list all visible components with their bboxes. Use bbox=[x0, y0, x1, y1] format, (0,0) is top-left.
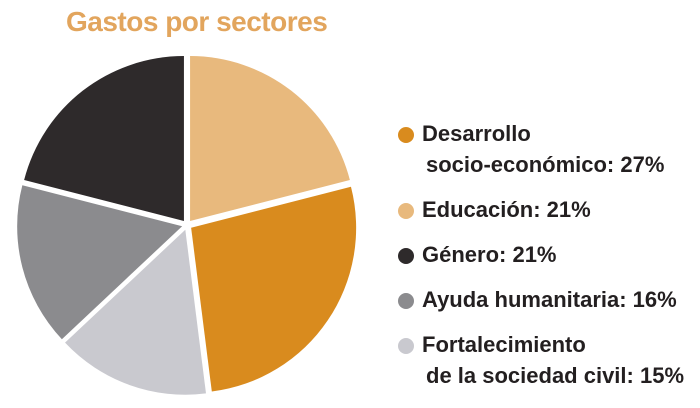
legend-label: Desarrollo socio-económico: 27% bbox=[422, 118, 664, 180]
legend-item: Ayuda humanitaria: 16% bbox=[398, 284, 698, 315]
legend-label-line: Educación: 21% bbox=[422, 197, 591, 222]
legend-swatch bbox=[398, 127, 414, 143]
chart-title: Gastos por sectores bbox=[66, 6, 328, 37]
legend-item: Educación: 21% bbox=[398, 194, 698, 225]
pie-slice-2 bbox=[24, 56, 184, 222]
pie-slice-3 bbox=[17, 185, 183, 340]
legend-swatch bbox=[398, 293, 414, 309]
pie-slice-4 bbox=[65, 229, 206, 395]
pie-slice-0 bbox=[191, 186, 357, 392]
legend-swatch bbox=[398, 248, 414, 264]
legend-item: Género: 21% bbox=[398, 239, 698, 270]
legend-label-line: Género: 21% bbox=[422, 242, 557, 267]
legend-label-line: Ayuda humanitaria: 16% bbox=[422, 287, 677, 312]
legend-item: Fortalecimiento de la sociedad civil: 15% bbox=[398, 329, 698, 391]
legend-label: Educación: 21% bbox=[422, 194, 591, 225]
legend-label-line: socio-económico: 27% bbox=[426, 152, 665, 177]
legend-label-line: Desarrollo bbox=[422, 121, 531, 146]
legend-swatch bbox=[398, 338, 414, 354]
pie-slice-1 bbox=[190, 56, 350, 222]
legend-label-line: de la sociedad civil: 15% bbox=[426, 363, 685, 388]
legend-label: Ayuda humanitaria: 16% bbox=[422, 284, 677, 315]
legend-item: Desarrollo socio-económico: 27% bbox=[398, 118, 698, 180]
legend: Desarrollo socio-económico: 27% Educación:… bbox=[398, 118, 698, 405]
legend-label: Fortalecimiento de la sociedad civil: 15% bbox=[422, 329, 684, 391]
legend-swatch bbox=[398, 203, 414, 219]
legend-label: Género: 21% bbox=[422, 239, 557, 270]
legend-label-line: Fortalecimiento bbox=[422, 332, 586, 357]
